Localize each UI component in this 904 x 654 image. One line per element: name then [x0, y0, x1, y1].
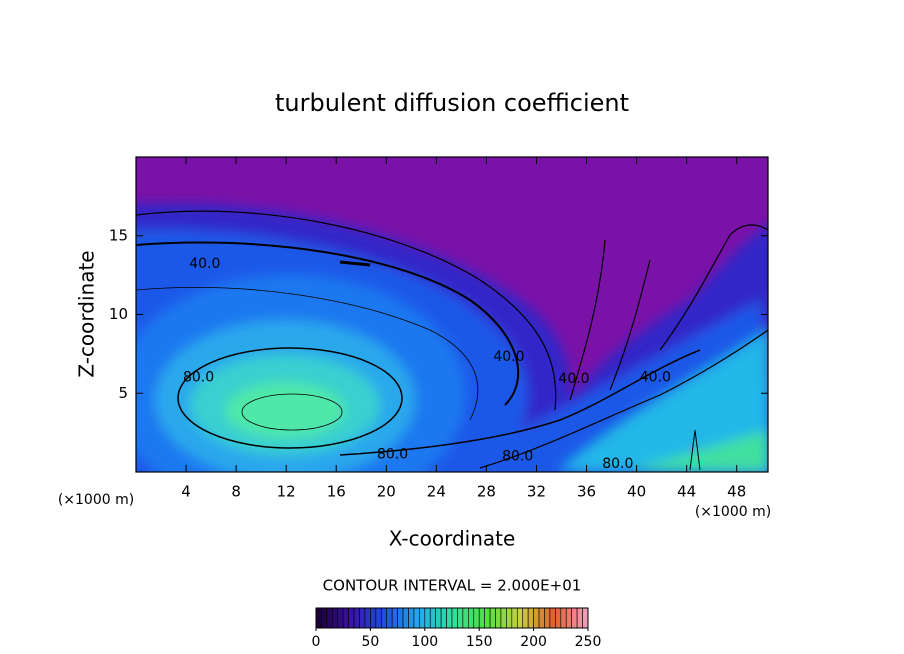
- x-tick-label: 16: [327, 483, 346, 501]
- colorbar-band: [565, 607, 572, 629]
- y-tick-label: 10: [109, 305, 128, 323]
- x-tick-label: 4: [181, 483, 191, 501]
- colorbar-band: [555, 607, 562, 629]
- colorbar-band: [506, 607, 513, 629]
- contour-label: 40.0: [558, 371, 589, 387]
- colorbar-band: [359, 607, 366, 629]
- colorbar-band: [582, 607, 589, 629]
- colorbar-band: [413, 607, 420, 629]
- x-tick-label: 40: [627, 483, 646, 501]
- contour-label: 80.0: [377, 447, 408, 463]
- x-tick-label: 44: [677, 483, 696, 501]
- colorbar-band: [391, 607, 398, 629]
- contour-label: 80.0: [183, 370, 214, 386]
- colorbar-band: [419, 607, 426, 629]
- colorbar-band: [440, 607, 447, 629]
- y-axis-label: Z-coordinate: [75, 250, 99, 377]
- x-tick-label: 48: [727, 483, 746, 501]
- colorbar-band: [337, 607, 344, 629]
- colorbar-band: [315, 607, 322, 629]
- colorbar-band: [435, 607, 442, 629]
- colorbar-band: [544, 607, 551, 629]
- contour-lines: [136, 210, 768, 471]
- x-axis-label: X-coordinate: [389, 527, 516, 551]
- colorbar-band: [397, 607, 404, 629]
- field-shading: [136, 203, 768, 472]
- colorbar-band: [402, 607, 409, 629]
- colorbar-band: [560, 607, 567, 629]
- contour-label: 40.0: [640, 370, 671, 386]
- colorbar-tick-label: 0: [312, 634, 321, 650]
- field: [136, 157, 768, 472]
- x-tick-label: 36: [577, 483, 596, 501]
- colorbar-tick-label: 150: [466, 634, 493, 650]
- colorbar-band: [408, 607, 415, 629]
- colorbar-band: [326, 607, 333, 629]
- colorbar-band: [353, 607, 360, 629]
- colorbar-tick-label: 50: [361, 634, 379, 650]
- colorbar-band: [348, 607, 355, 629]
- colorbar-band: [424, 607, 431, 629]
- contour-label: 80.0: [502, 448, 533, 464]
- contour-label: 40.0: [493, 349, 524, 365]
- colorbar-band: [380, 607, 388, 629]
- x-unit-label: (×1000 m): [695, 504, 771, 520]
- colorbar-band: [500, 607, 507, 629]
- colorbar-tick-label: 250: [575, 634, 602, 650]
- colorbar-band: [571, 607, 578, 629]
- colorbar-band: [386, 607, 393, 629]
- colorbar-band: [516, 607, 524, 629]
- y-unit-label: (×1000 m): [58, 492, 134, 508]
- colorbar-frame: [315, 607, 589, 629]
- colorbar-band: [462, 607, 469, 629]
- colorbar-tick-label: 200: [520, 634, 547, 650]
- colorbar-band: [375, 607, 382, 629]
- colorbar-band: [451, 607, 458, 629]
- colorbar-band: [332, 607, 339, 629]
- x-tick-label: 20: [377, 483, 396, 501]
- x-tick-label: 8: [231, 483, 241, 501]
- colorbar-band: [495, 607, 502, 629]
- colorbar-band: [364, 607, 371, 629]
- colorbar-band: [321, 607, 328, 629]
- y-tick-label: 15: [109, 226, 128, 244]
- contour-label: 40.0: [189, 256, 220, 272]
- x-tick-label: 12: [277, 483, 296, 501]
- colorbar-band: [511, 607, 518, 629]
- colorbar-band: [533, 607, 540, 629]
- colorbar-band: [429, 607, 436, 629]
- x-tick-label: 24: [427, 483, 446, 501]
- contour-interval: CONTOUR INTERVAL = 2.000E+01: [323, 577, 582, 595]
- chart-title: turbulent diffusion coefficient: [275, 89, 629, 117]
- colorbar-band: [473, 607, 480, 629]
- colorbar-band: [576, 607, 583, 629]
- colorbar-band: [484, 607, 491, 629]
- colorbar-band: [468, 607, 475, 629]
- colorbar-band: [446, 607, 453, 629]
- colorbar-band: [522, 607, 529, 629]
- colorbar-band: [527, 607, 534, 629]
- colorbar-band: [457, 607, 464, 629]
- colorbar-band: [538, 607, 545, 629]
- colorbar-band: [342, 607, 349, 629]
- colorbar-band: [478, 607, 485, 629]
- colorbar-band: [489, 607, 496, 629]
- contour-label: 80.0: [602, 456, 633, 472]
- x-tick-label: 28: [477, 483, 496, 501]
- colorbar-band: [549, 607, 556, 629]
- colorbar-tick-label: 100: [411, 634, 438, 650]
- x-tick-label: 32: [527, 483, 546, 501]
- y-tick-label: 5: [118, 384, 128, 402]
- colorbar-band: [370, 607, 377, 629]
